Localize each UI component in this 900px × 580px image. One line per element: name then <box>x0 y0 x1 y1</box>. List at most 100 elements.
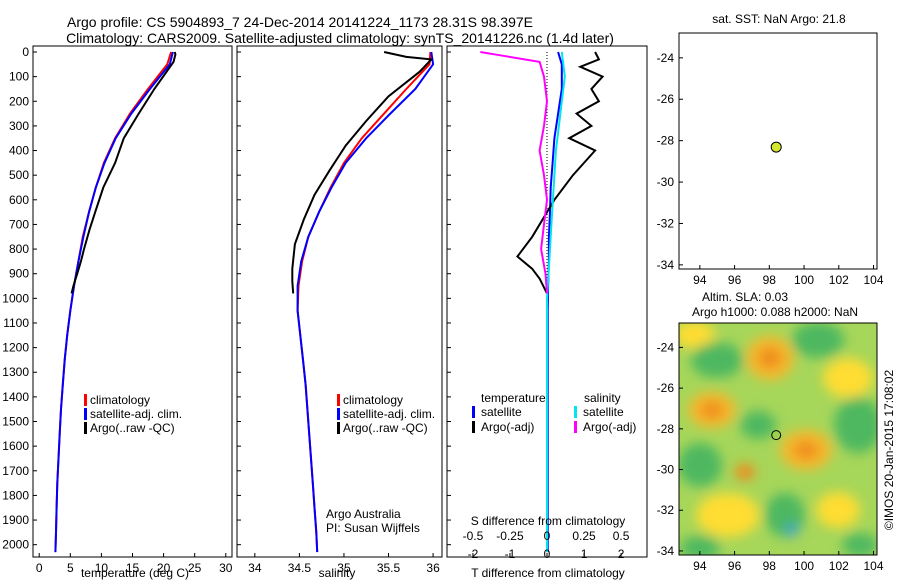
sla-blob <box>735 464 755 480</box>
title-line1: Argo profile: CS 5904893_7 24-Dec-2014 2… <box>67 14 533 30</box>
legend-sal-argo: Argo(-adj) <box>583 420 636 434</box>
legend-argo: Argo(..raw -QC) <box>343 421 428 435</box>
y-tick-label: 700 <box>9 217 29 231</box>
x-tick-label: 1 <box>581 547 588 561</box>
x-tick-label: 34.5 <box>288 561 312 575</box>
x-tick-label: 98 <box>763 559 777 573</box>
y-tick-label: -34 <box>657 258 675 272</box>
y-tick-label: 1000 <box>2 291 29 305</box>
difference-panel: -2 -1 0 1 2 -0.5 -0.25 0 0.25 0.5 S difference fr… <box>446 45 648 580</box>
sla-blob <box>696 493 760 537</box>
difference-xlabel: T difference from climatology <box>471 566 625 580</box>
y-tick-label: 300 <box>9 119 29 133</box>
legend-salinity-title: salinity <box>584 391 621 405</box>
y-tick-label: 1200 <box>2 341 29 355</box>
temperature-panel: 0100200300400500600700800900100011001200… <box>2 45 232 580</box>
x-tick-label: 104 <box>864 559 884 573</box>
sla-blob <box>680 536 720 555</box>
x2-tick-label: 0 <box>544 529 551 543</box>
sla-blob <box>740 411 776 439</box>
x-tick-label: 15 <box>126 561 140 575</box>
x-tick-label: 36 <box>426 561 440 575</box>
y-tick-label: 100 <box>9 70 29 84</box>
legend-swatch-satellite <box>84 408 87 420</box>
x-tick-label: 96 <box>728 559 742 573</box>
y-tick-label: -26 <box>657 92 675 106</box>
sla-heatmap <box>679 323 877 555</box>
x-tick-label: 20 <box>157 561 171 575</box>
legend-temperature-title: temperature <box>481 391 546 405</box>
x-tick-label: 2 <box>618 547 625 561</box>
difference-legend: temperature salinity satellite Argo(-adj… <box>472 391 636 434</box>
temperature-xlabel: temperature (deg C) <box>81 566 189 580</box>
x-tick-label: 94 <box>693 273 707 287</box>
x2-tick-label: 0.5 <box>613 529 630 543</box>
legend-temp-satellite: satellite <box>481 405 522 419</box>
y-tick-label: -30 <box>657 175 675 189</box>
x-tick-label: 34 <box>248 561 262 575</box>
y-tick-label: 1500 <box>2 415 29 429</box>
sla-map-title-line1: Altim. SLA: 0.03 <box>702 290 788 304</box>
salinity-note-line2: PI: Susan Wijffels <box>326 521 420 535</box>
salinity-ticks: 34 34.5 35 35.5 36 <box>237 51 440 575</box>
sla-blob <box>823 358 873 398</box>
y-tick-label: 800 <box>9 242 29 256</box>
salinity-legend: climatology satellite-adj. clim. Argo(..… <box>337 393 435 435</box>
x-tick-label: 98 <box>763 273 777 287</box>
series-line <box>54 51 174 553</box>
series-line <box>296 51 435 553</box>
y-tick-label: -32 <box>657 503 675 517</box>
series-line <box>70 51 177 294</box>
y-tick-label: -28 <box>657 134 675 148</box>
x-tick-label: 0 <box>36 561 43 575</box>
x-tick-label: 96 <box>728 273 742 287</box>
x-tick-label: -2 <box>468 547 479 561</box>
argo-float-marker <box>771 430 782 441</box>
x-tick-label: 35.5 <box>377 561 401 575</box>
legend-swatch-climatology <box>84 394 87 406</box>
sst-map-title: sat. SST: NaN Argo: 21.8 <box>712 12 846 26</box>
sla-blob <box>758 348 782 368</box>
salinity-frame <box>236 45 443 558</box>
y-tick-label: 1900 <box>2 513 29 527</box>
sst-map-ticks: 94 96 98 100 102 104 -24 -26 -28 -30 -32 -34 <box>657 51 884 287</box>
x-tick-label: 102 <box>829 559 849 573</box>
legend-swatch-climatology <box>337 394 340 406</box>
y-tick-label: 1100 <box>3 316 29 330</box>
sst-map-panel: sat. SST: NaN Argo: 21.8 94 96 98 100 102 104… <box>657 12 884 287</box>
salinity-panel: 34 34.5 35 35.5 36 salinity climatology sate… <box>236 45 443 580</box>
x2-tick-label: 0.25 <box>572 529 596 543</box>
y-tick-label: 1300 <box>2 365 29 379</box>
salinity-note-line1: Argo Australia <box>326 507 401 521</box>
title-line2: Climatology: CARS2009. Satellite-adjuste… <box>66 30 614 46</box>
difference-top-label: S difference from climatology <box>471 514 626 528</box>
legend-swatch-temp-satellite <box>472 406 475 418</box>
x-tick-label: 25 <box>188 561 202 575</box>
x-tick-label: 5 <box>67 561 74 575</box>
series-line <box>516 51 605 294</box>
sla-blob <box>679 443 722 487</box>
legend-swatch-satellite <box>337 408 340 420</box>
imos-credit: ©IMOS 20-Jan-2015 17:08:02 <box>882 370 896 531</box>
legend-swatch-sal-argo <box>574 421 577 433</box>
sla-map-panel: Altim. SLA: 0.03 Argo h1000: 0.088 h2000… <box>657 290 896 573</box>
x-tick-label: 10 <box>95 561 109 575</box>
legend-climatology: climatology <box>90 393 150 407</box>
x-tick-label: 30 <box>219 561 233 575</box>
sla-blob <box>786 524 798 536</box>
series-line <box>291 51 434 294</box>
x-tick-label: 104 <box>864 273 884 287</box>
y-tick-label: -32 <box>657 216 675 230</box>
temperature-legend: climatology satellite-adj. clim. Argo(..… <box>84 393 182 435</box>
y-tick-label: -24 <box>657 340 675 354</box>
legend-sal-satellite: satellite <box>583 405 624 419</box>
sla-blob <box>765 493 805 537</box>
temperature-ticks: 0100200300400500600700800900100011001200… <box>2 45 232 575</box>
legend-swatch-argo <box>84 422 87 434</box>
x-tick-label: 94 <box>693 559 707 573</box>
y-tick-label: 500 <box>9 168 29 182</box>
y-tick-label: 1400 <box>2 390 29 404</box>
y-tick-label: 200 <box>9 94 29 108</box>
series-line <box>480 51 549 294</box>
legend-swatch-temp-argo <box>472 421 475 433</box>
